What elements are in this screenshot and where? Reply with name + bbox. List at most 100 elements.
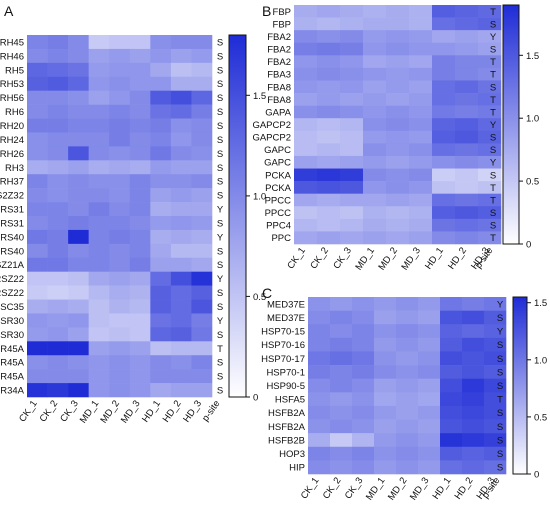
heatmap-cell xyxy=(484,378,507,393)
heatmap-cell xyxy=(340,218,364,232)
row-label: RH6 xyxy=(5,107,24,118)
column-label: MD_3 xyxy=(119,398,143,425)
psite-label: T xyxy=(490,196,496,207)
heatmap-cell xyxy=(432,30,456,44)
psite-label: T xyxy=(497,395,503,406)
column-label: MD_3 xyxy=(399,245,423,272)
heatmap-cell xyxy=(294,105,318,119)
colorbar-tick-label: 0 xyxy=(534,470,539,481)
heatmap-cell xyxy=(352,419,375,434)
heatmap-cell xyxy=(386,193,410,207)
row-label: SC35 xyxy=(0,302,24,313)
row-label: PPCC xyxy=(265,196,292,207)
colorbar-tick-label: 0 xyxy=(253,393,258,404)
heatmap-cell xyxy=(129,76,151,91)
heatmap-cell xyxy=(27,299,48,314)
psite-label: S xyxy=(490,19,496,30)
heatmap-cell xyxy=(455,218,479,232)
row-label: RH53 xyxy=(0,79,24,90)
heatmap-cell xyxy=(47,104,69,119)
heatmap-cell xyxy=(409,80,433,94)
heatmap-cell xyxy=(170,383,192,398)
heatmap-cell xyxy=(191,104,213,119)
heatmap-cell xyxy=(478,231,502,245)
heatmap-cell xyxy=(129,48,151,64)
heatmap-cell xyxy=(363,130,387,144)
heatmap-cell xyxy=(109,118,131,133)
heatmap-cell xyxy=(27,229,48,245)
heatmap-cell xyxy=(68,202,89,217)
column-label: HD_1 xyxy=(140,398,163,424)
row-label: RH45 xyxy=(0,38,24,49)
heatmap-cell xyxy=(317,130,341,144)
heatmap-cell xyxy=(191,229,213,245)
heatmap-cell xyxy=(68,48,89,64)
heatmap-cell xyxy=(386,17,410,31)
heatmap-cell xyxy=(440,297,463,311)
heatmap-cell xyxy=(418,460,441,475)
column-label: CK_3 xyxy=(343,475,366,501)
heatmap-cell xyxy=(68,257,89,272)
psite-label: T xyxy=(490,57,496,68)
heatmap-cell xyxy=(478,5,502,18)
row-label: RSZ21A xyxy=(0,260,25,271)
psite-label: S xyxy=(497,449,503,460)
heatmap-cell xyxy=(27,62,48,78)
heatmap-cell xyxy=(150,257,172,272)
heatmap-cell xyxy=(374,337,397,352)
psite-label: S xyxy=(217,260,223,271)
heatmap-cell xyxy=(340,105,364,119)
heatmap-cell xyxy=(386,168,410,182)
heatmap-cell xyxy=(47,118,69,133)
heatmap-cell xyxy=(294,67,318,81)
heatmap-cell xyxy=(129,327,151,342)
heatmap-cell xyxy=(88,383,110,398)
heatmap-cell xyxy=(109,341,131,356)
heatmap-cell xyxy=(317,67,341,81)
heatmap-cell xyxy=(47,229,69,245)
psite-label: Y xyxy=(490,120,497,131)
heatmap-cell xyxy=(129,35,151,50)
heatmap-cell xyxy=(455,231,479,245)
heatmap-cell xyxy=(374,392,397,407)
heatmap-cell xyxy=(150,202,172,217)
heatmap-cell xyxy=(432,118,456,132)
heatmap-cell xyxy=(386,130,410,144)
heatmap-cell xyxy=(363,155,387,169)
heatmap-cell xyxy=(109,383,131,398)
heatmap-cell xyxy=(68,160,89,175)
heatmap-cell xyxy=(191,132,213,147)
row-label: SR30 xyxy=(0,316,24,327)
heatmap-cell xyxy=(440,433,463,448)
heatmap-cell xyxy=(47,257,69,272)
heatmap-cell xyxy=(478,193,502,207)
psite-header: p-site xyxy=(480,475,502,500)
heatmap-cell xyxy=(27,327,48,342)
heatmap-cell xyxy=(88,146,110,161)
heatmap-cell xyxy=(294,80,318,94)
heatmap-cell xyxy=(308,365,331,379)
heatmap-cell xyxy=(27,285,48,300)
psite-label: T xyxy=(490,107,496,118)
psite-label: T xyxy=(217,344,223,355)
heatmap-cell xyxy=(129,243,151,259)
heatmap-cell xyxy=(386,155,410,169)
heatmap-cell xyxy=(462,351,485,366)
heatmap-cell xyxy=(170,146,192,161)
heatmap-cell xyxy=(170,35,192,50)
heatmap-cell xyxy=(150,62,172,78)
heatmap-cell xyxy=(340,231,364,245)
heatmap-cell xyxy=(88,90,110,105)
heatmap-cell xyxy=(27,271,48,286)
heatmap-cell xyxy=(27,202,48,217)
heatmap-cell xyxy=(409,231,433,245)
heatmap-cell xyxy=(352,365,375,379)
heatmap-cell xyxy=(340,155,364,169)
heatmap-cell xyxy=(352,310,375,325)
heatmap-cell xyxy=(150,271,172,286)
heatmap-cell xyxy=(317,218,341,232)
psite-label: S xyxy=(217,246,223,257)
heatmap-cell xyxy=(317,5,341,18)
